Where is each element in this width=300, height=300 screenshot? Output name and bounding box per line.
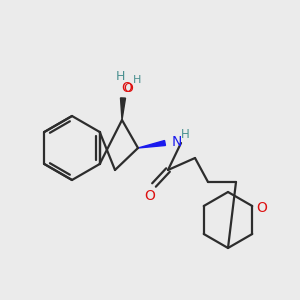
Text: H: H	[181, 128, 190, 140]
Text: O: O	[123, 82, 133, 94]
Text: O: O	[256, 201, 267, 215]
Polygon shape	[138, 140, 166, 148]
Text: N: N	[172, 135, 182, 149]
Text: O: O	[145, 189, 155, 203]
Text: H: H	[133, 75, 141, 85]
Polygon shape	[121, 98, 125, 120]
Text: H: H	[115, 70, 125, 83]
Text: O: O	[122, 81, 132, 95]
